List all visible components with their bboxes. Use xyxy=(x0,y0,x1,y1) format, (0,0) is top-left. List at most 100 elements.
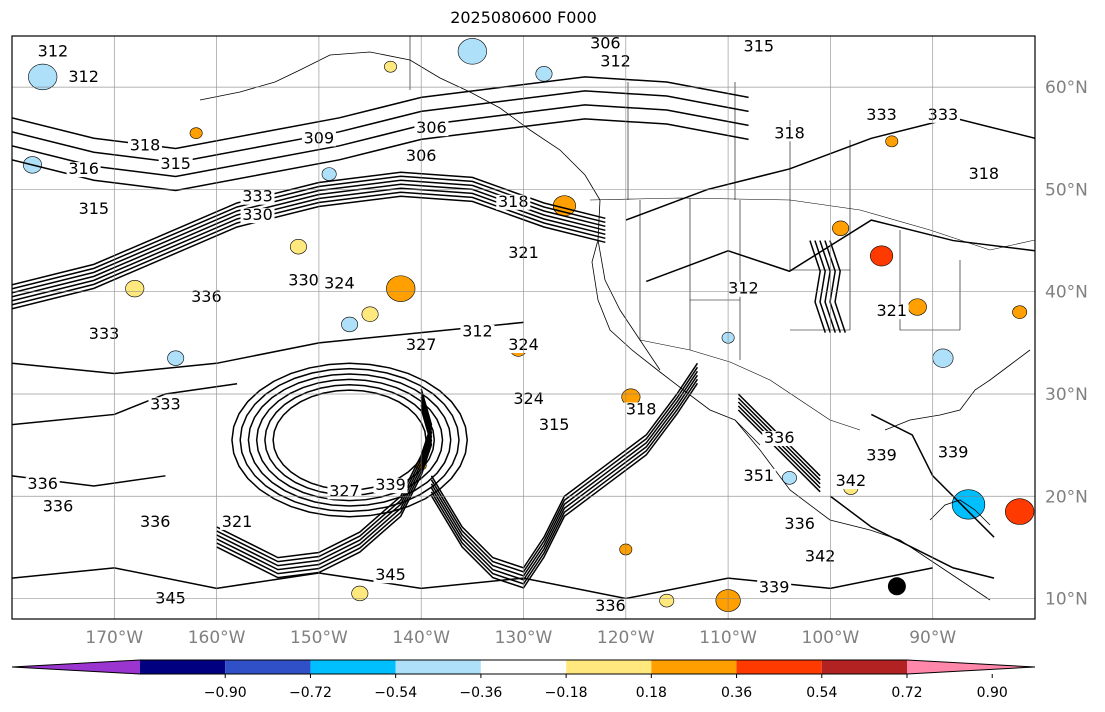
contour-label-bg-32 xyxy=(327,484,362,500)
contour-label-17: 330 xyxy=(288,271,319,290)
anomaly-patch-29 xyxy=(782,471,797,485)
anomaly-patch-0 xyxy=(386,275,416,302)
subtropic-contour-0 xyxy=(430,362,699,569)
anomaly-patch-27 xyxy=(321,167,337,181)
contour-label-7: 306 xyxy=(416,118,447,137)
contour-label-bg-9 xyxy=(496,194,531,210)
contour-label-22: 312 xyxy=(462,322,493,341)
contour-label-20: 333 xyxy=(89,324,120,343)
contour-label-27: 333 xyxy=(150,394,181,413)
contour-label-25: 324 xyxy=(513,389,544,408)
contour-label-31: 321 xyxy=(222,512,253,531)
contour-label-11: 312 xyxy=(600,52,631,71)
anomaly-patch-24 xyxy=(885,135,899,148)
contour-label-bg-43 xyxy=(803,549,838,565)
lat-tick-label-3: 40°N xyxy=(1045,283,1088,303)
colorbar-segment-4 xyxy=(480,660,567,674)
colorbar-segment-0 xyxy=(140,660,226,674)
subtropic-contour-2 xyxy=(430,370,699,577)
plains-contour-4 xyxy=(829,240,846,333)
anomaly-patch-22 xyxy=(1012,305,1028,319)
contour-label-2: 318 xyxy=(130,136,161,155)
anomaly-patch-10 xyxy=(351,585,369,602)
contour-label-bg-1 xyxy=(66,70,101,86)
anomaly-patch-9 xyxy=(659,593,675,608)
contour-label-5: 315 xyxy=(79,199,110,218)
colorbar-extend-high xyxy=(907,660,1035,674)
contour-label-28: 336 xyxy=(27,474,58,493)
map-plot-area: 3123123183153163153093063063183153123063… xyxy=(12,36,1035,619)
contour-label-bg-14 xyxy=(864,107,899,123)
contour-label-bg-40 xyxy=(833,474,868,490)
longitude-axis: 170°W 160°W 150°W 140°W 130°W 120°W 110°W 100°W… xyxy=(85,628,956,648)
plains-contour-1 xyxy=(814,240,831,333)
mexico-contour-3 xyxy=(737,405,821,489)
contour-label-3: 315 xyxy=(160,154,191,173)
contour-label-35: 345 xyxy=(155,589,186,608)
lat-tick-label-4: 50°N xyxy=(1045,180,1088,200)
colorbar-tick-label-5: 0.18 xyxy=(636,685,667,701)
contour-label-30: 336 xyxy=(140,512,171,531)
contour-label-44: 339 xyxy=(759,577,790,596)
contour-label-bg-44 xyxy=(757,580,792,596)
contour-label-bg-28 xyxy=(25,477,60,493)
lon-tick-label-6: 110°W xyxy=(699,628,757,648)
contour-label-bg-13 xyxy=(772,126,807,142)
contour-label-bg-31 xyxy=(220,514,255,530)
contour-label-bg-11 xyxy=(598,54,633,70)
colorbar-tick-label-8: 0.72 xyxy=(891,685,922,701)
lon-tick-label-3: 140°W xyxy=(392,628,450,648)
contour-label-bg-49 xyxy=(925,107,960,123)
graticule xyxy=(12,36,1035,619)
contour-label-bg-15 xyxy=(240,189,275,205)
contour-label-45: 336 xyxy=(595,596,626,615)
contour-label-bg-36 xyxy=(624,402,659,418)
contour-label-41: 339 xyxy=(938,442,969,461)
map-border xyxy=(11,35,1036,620)
contour-label-bg-5 xyxy=(76,201,111,217)
colorbar-segment-8 xyxy=(821,660,907,674)
contour-label-15: 333 xyxy=(242,187,273,206)
colorbar-tick-label-3: −0.36 xyxy=(459,685,502,701)
contour-label-bg-2 xyxy=(127,138,162,154)
west-coast xyxy=(591,239,761,446)
contour-label-16: 330 xyxy=(242,205,273,224)
colorbar-tick-label-1: −0.72 xyxy=(289,685,332,701)
contour-label-bg-29 xyxy=(41,499,76,515)
coastline-layer xyxy=(199,51,1031,601)
pacific-mex-contour xyxy=(829,495,995,579)
contour-label-37: 336 xyxy=(764,428,795,447)
contour-label-33: 339 xyxy=(375,475,406,494)
subtropic-contour-4 xyxy=(430,378,699,585)
position-marker xyxy=(887,577,906,596)
contour-label-bg-17 xyxy=(286,273,321,289)
colorbar-extend-low xyxy=(12,660,140,674)
lon-tick-label-8: 90°W xyxy=(909,628,956,648)
contour-label-bg-35 xyxy=(153,591,188,607)
colorbar-segment-6 xyxy=(651,660,737,674)
anomaly-patch-17 xyxy=(932,348,954,368)
colorbar-segment-5 xyxy=(566,660,652,674)
anomaly-patch-6 xyxy=(289,239,307,255)
contour-label-bg-30 xyxy=(138,514,173,530)
contour-label-bg-16 xyxy=(240,208,275,224)
contour-label-46: 312 xyxy=(728,279,759,298)
contour-label-bg-37 xyxy=(762,431,797,447)
us-canada-border xyxy=(589,197,1035,251)
contour-label-bg-19 xyxy=(189,289,224,305)
contour-label-bg-39 xyxy=(864,448,899,464)
contour-label-bg-26 xyxy=(537,417,572,433)
contour-label-0: 312 xyxy=(38,41,69,60)
contour-label-bg-48 xyxy=(966,167,1001,183)
mid-contour-b xyxy=(12,383,238,426)
contour-label-39: 339 xyxy=(866,445,897,464)
contour-label-9: 318 xyxy=(498,192,529,211)
contour-label-bg-47 xyxy=(874,304,909,320)
sw-arc-5 xyxy=(216,408,433,579)
mexico-coast xyxy=(734,419,991,601)
contour-label-bg-22 xyxy=(460,324,495,340)
contour-label-48: 318 xyxy=(969,164,1000,183)
contour-label-bg-38 xyxy=(741,468,776,484)
colorbar-tick-label-6: 0.36 xyxy=(721,685,752,701)
